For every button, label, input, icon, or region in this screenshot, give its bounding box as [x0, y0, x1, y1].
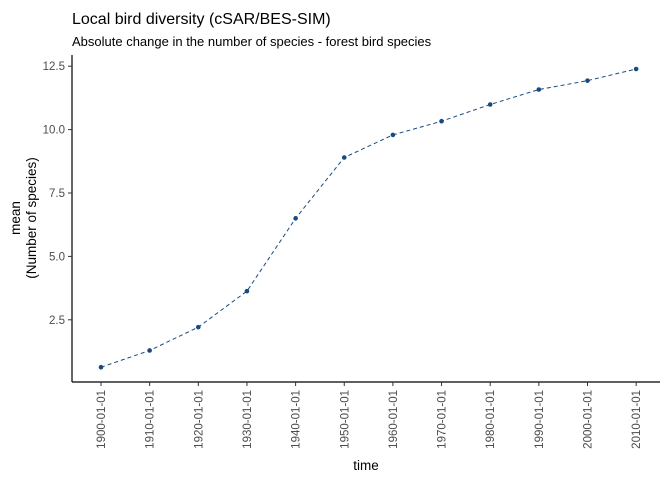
x-tick-label: 1950-01-01	[339, 390, 351, 449]
x-tick-label: 2010-01-01	[631, 390, 643, 449]
x-tick-label: 1990-01-01	[534, 390, 546, 449]
x-tick-label: 1940-01-01	[291, 390, 303, 449]
data-point	[98, 364, 104, 370]
data-point	[341, 155, 347, 160]
data-point	[439, 118, 444, 124]
x-tick-label: 1960-01-01	[388, 390, 400, 449]
data-point	[585, 78, 590, 83]
data-point	[536, 87, 542, 92]
data-point	[633, 66, 639, 72]
x-tick-label: 1900-01-01	[96, 390, 108, 449]
x-tick-label: 1920-01-01	[193, 390, 205, 449]
x-tick-label: 1980-01-01	[485, 390, 497, 449]
y-tick-label: 12.5	[43, 61, 65, 73]
data-point	[487, 102, 493, 107]
data-point	[293, 216, 298, 221]
data-point	[147, 348, 152, 353]
series-line	[100, 68, 637, 368]
y-tick-label: 10.0	[43, 125, 65, 137]
chart-title: Local bird diversity (cSAR/BES-SIM)	[72, 11, 331, 28]
x-axis-label: time	[353, 458, 379, 473]
x-tick-label: 1910-01-01	[145, 390, 157, 449]
data-point	[196, 324, 201, 330]
x-tick-label: 1930-01-01	[242, 390, 254, 449]
data-point	[244, 288, 250, 294]
y-axis-label-line1: mean	[8, 201, 23, 235]
y-axis-label-line2: (Number of species)	[24, 157, 39, 279]
y-tick-label: 5.0	[49, 251, 65, 263]
x-tick-label: 2000-01-01	[583, 390, 595, 449]
data-point	[390, 132, 396, 138]
y-tick-label: 2.5	[49, 315, 65, 327]
chart-subtitle: Absolute change in the number of species…	[72, 34, 432, 49]
y-tick-label: 7.5	[49, 188, 65, 200]
x-tick-label: 1970-01-01	[437, 390, 449, 449]
